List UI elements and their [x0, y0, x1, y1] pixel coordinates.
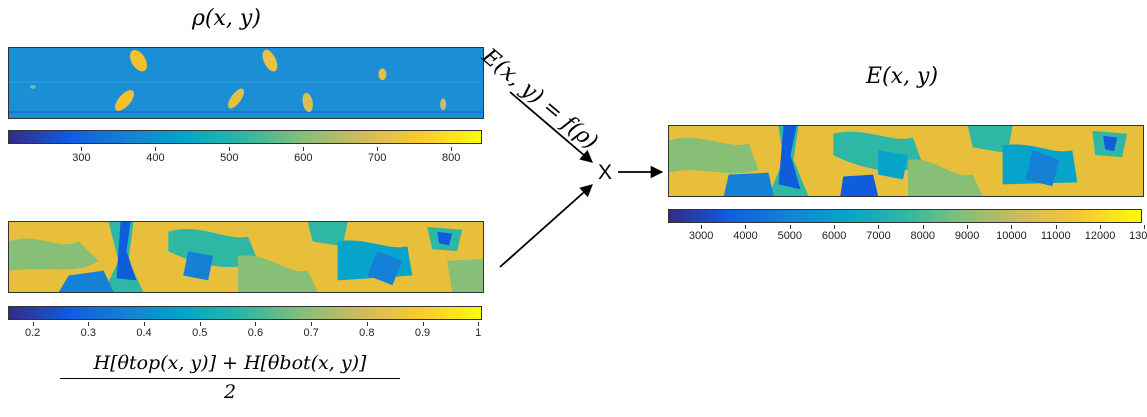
- modulus-title: E(x, y): [866, 64, 939, 89]
- colorbar-tick-mark: [88, 322, 90, 326]
- colorbar-tick-mark: [478, 322, 480, 326]
- colorbar-tick-mark: [745, 225, 747, 229]
- formula-numerator: H[θtop(x, y)] + H[θbot(x, y)]: [60, 352, 400, 379]
- colorbar-tick-mark: [311, 322, 313, 326]
- colorbar-tick-mark: [878, 225, 880, 229]
- colorbar-tick-label: 500: [220, 152, 239, 164]
- colorbar-tick-mark: [451, 147, 453, 151]
- colorbar-tick-label: 700: [368, 152, 387, 164]
- colorbar-tick-mark: [789, 225, 791, 229]
- colorbar-tick-label: 9000: [954, 230, 980, 242]
- colorbar-tick-label: 0.6: [247, 327, 264, 339]
- density-blob: [228, 88, 245, 109]
- density-blob: [262, 49, 278, 72]
- orientation-formula: H[θtop(x, y)] + H[θbot(x, y)] 2: [60, 352, 400, 403]
- colorbar-tick-label: 400: [146, 152, 165, 164]
- colorbar-tick-label: 0.2: [24, 327, 41, 339]
- colorbar-tick-label: 4000: [733, 230, 758, 242]
- colorbar-tick-label: 11000: [1040, 230, 1071, 242]
- density-field-plot: [8, 47, 484, 119]
- colorbar-tick-label: 600: [294, 152, 313, 164]
- density-blob: [29, 84, 36, 89]
- colorbar-tick-mark: [144, 322, 146, 326]
- colorbar-tick-label: 0.3: [80, 327, 96, 339]
- modulus-colorbar-ticks: 3000 4000 5000 6000 7000 8000 9000 10000 11000 12…: [668, 225, 1147, 244]
- colorbar-tick-mark: [199, 322, 201, 326]
- density-blob: [129, 49, 147, 72]
- colorbar-tick-mark: [1055, 225, 1057, 229]
- colorbar-tick-label: 6000: [821, 230, 847, 242]
- colorbar-tick-mark: [1144, 225, 1146, 229]
- colorbar-tick-label: 13000: [1129, 230, 1147, 242]
- colorbar-tick-label: 0.5: [192, 327, 208, 339]
- colorbar-tick-mark: [834, 225, 836, 229]
- colorbar-tick-mark: [229, 147, 231, 151]
- density-blob: [302, 92, 313, 113]
- colorbar-tick-label: 800: [442, 152, 461, 164]
- colorbar-tick-mark: [155, 147, 157, 151]
- colorbar-tick-mark: [967, 225, 969, 229]
- colorbar-tick-label: 0.4: [136, 327, 152, 339]
- density-colorbar: [8, 130, 482, 144]
- colorbar-tick-mark: [922, 225, 924, 229]
- colorbar-tick-label: 300: [72, 152, 91, 164]
- colorbar-tick-label: 12000: [1084, 230, 1116, 242]
- colorbar-tick-mark: [701, 225, 703, 229]
- colorbar-tick-label: 10000: [996, 230, 1027, 242]
- density-blob: [115, 90, 135, 111]
- density-blob: [440, 98, 447, 111]
- colorbar-tick-mark: [1011, 225, 1013, 229]
- colorbar-tick-mark: [377, 147, 379, 151]
- modulus-colorbar: [668, 209, 1142, 223]
- operator-symbol: X: [598, 161, 613, 184]
- colorbar-tick-label: 7000: [866, 230, 891, 242]
- colorbar-tick-mark: [303, 147, 305, 151]
- arrow-from-density: [509, 91, 593, 163]
- orientation-colorbar-ticks: 0.2 0.3 0.4 0.5 0.6 0.7 0.8 0.9 1: [8, 322, 482, 341]
- colorbar-tick-label: 0.7: [303, 327, 319, 339]
- colorbar-tick-mark: [366, 322, 368, 326]
- colorbar-tick-label: 0.8: [359, 327, 375, 339]
- colorbar-tick-label: 8000: [910, 230, 936, 242]
- orientation-colorbar: [8, 306, 482, 320]
- density-title: ρ(x, y): [192, 6, 261, 31]
- colorbar-tick-label: 0.9: [414, 327, 431, 339]
- colorbar-tick-label: 1: [475, 327, 482, 339]
- formula-denominator: 2: [223, 381, 237, 403]
- colorbar-tick-mark: [1100, 225, 1102, 229]
- density-colorbar-ticks: 300 400 500 600 700 800: [8, 147, 482, 166]
- colorbar-tick-mark: [32, 322, 34, 326]
- density-blob: [378, 68, 387, 81]
- colorbar-tick-label: 5000: [777, 230, 803, 242]
- colorbar-tick-mark: [81, 147, 83, 151]
- colorbar-tick-mark: [422, 322, 424, 326]
- modulus-field-plot: [668, 125, 1144, 197]
- arrow-from-orientation: [499, 184, 593, 268]
- orientation-field-plot: [8, 221, 484, 293]
- colorbar-tick-label: 3000: [688, 230, 714, 242]
- colorbar-tick-mark: [255, 322, 257, 326]
